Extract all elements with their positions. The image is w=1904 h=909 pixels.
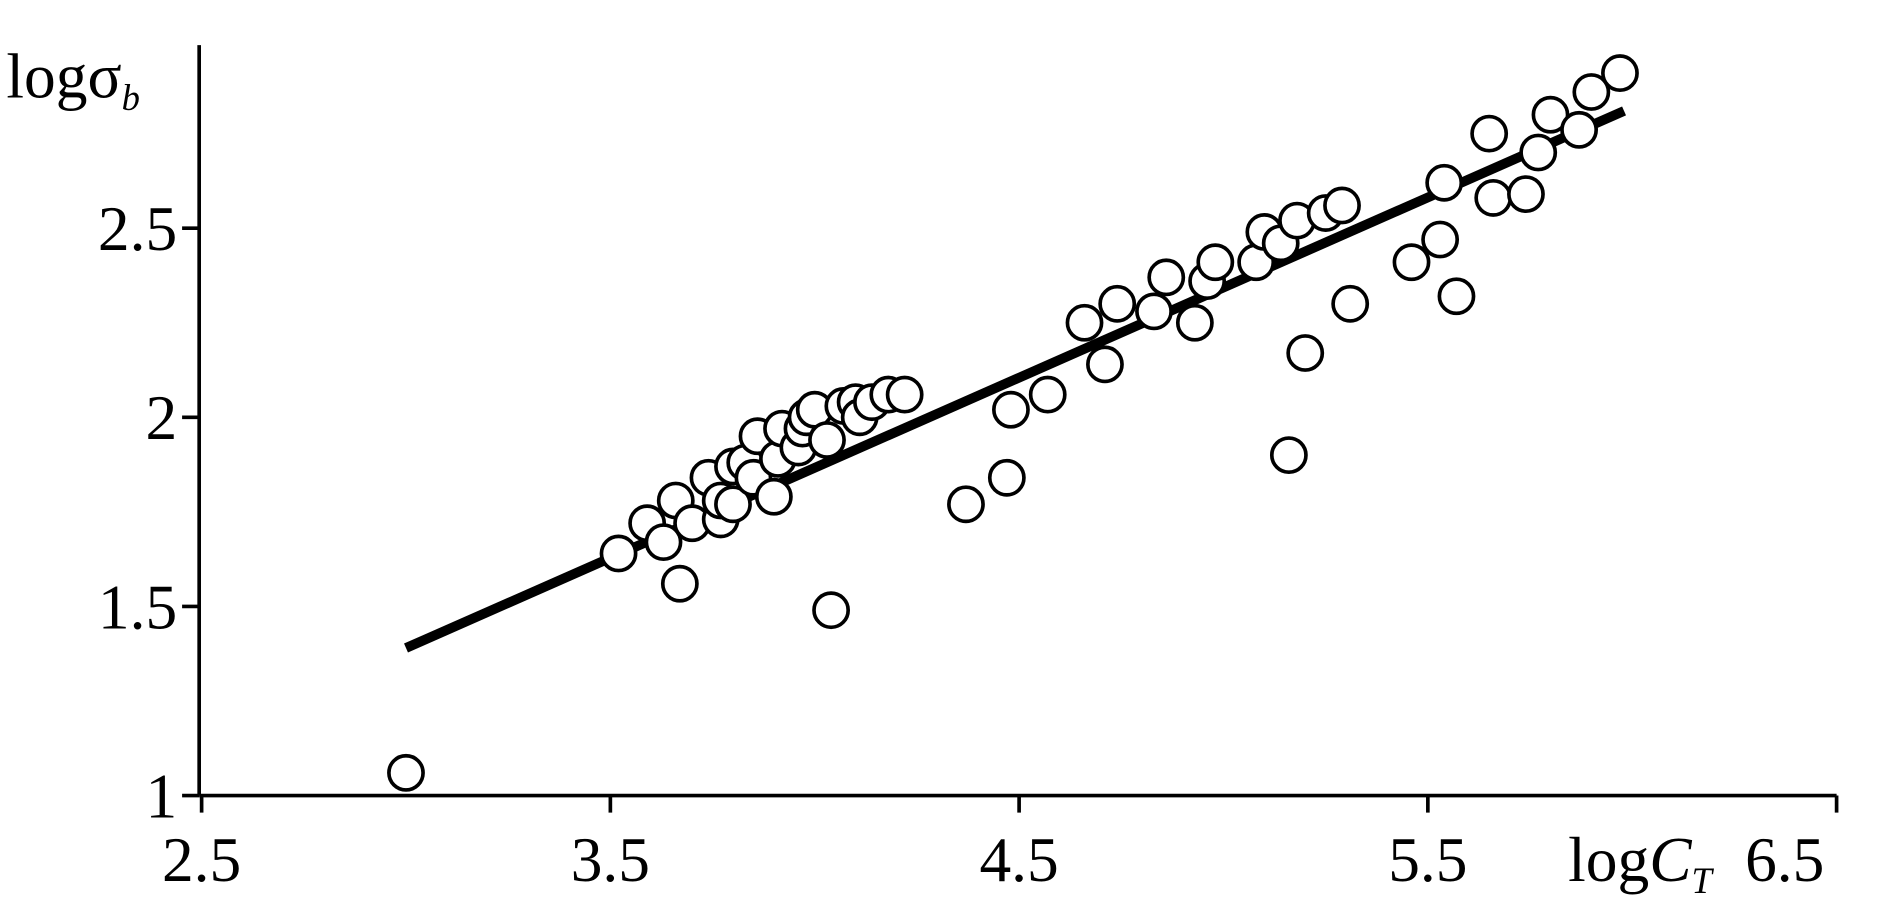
point <box>1065 303 1104 342</box>
y-axis-label: logσb <box>6 41 140 118</box>
point <box>644 523 683 562</box>
point <box>1196 243 1235 282</box>
point <box>885 375 924 414</box>
point <box>1470 114 1509 153</box>
point <box>992 390 1030 429</box>
x-label-base: log <box>1568 824 1649 895</box>
y-tick-label: 2.5 <box>98 193 177 264</box>
x-tick-label: 4.5 <box>979 824 1058 895</box>
point <box>1392 243 1431 282</box>
point <box>1531 95 1570 134</box>
point <box>1286 334 1325 372</box>
y-tick-label: 1 <box>145 760 177 831</box>
point <box>1028 375 1067 414</box>
point <box>754 477 793 516</box>
point <box>1086 345 1124 384</box>
point <box>1147 258 1186 297</box>
point <box>1323 186 1361 225</box>
point <box>1425 163 1464 202</box>
y-label-sub: b <box>122 77 140 118</box>
x-axis-label: logCT <box>1568 824 1714 901</box>
point <box>660 564 699 603</box>
point <box>1572 73 1611 111</box>
point <box>387 753 425 792</box>
y-tick-label: 1.5 <box>98 571 177 642</box>
x-tick-label: 2.5 <box>162 824 241 895</box>
x-label-sub: T <box>1692 860 1715 901</box>
point <box>1437 277 1476 316</box>
x-tick-label: 5.5 <box>1388 824 1467 895</box>
point <box>1135 292 1173 331</box>
x-tick-label: 3.5 <box>571 824 650 895</box>
point <box>1507 175 1545 214</box>
point <box>1421 220 1460 259</box>
point <box>1560 110 1599 149</box>
point <box>808 421 846 459</box>
point <box>1098 284 1137 323</box>
point <box>812 591 850 630</box>
point <box>987 458 1026 497</box>
point <box>1331 284 1370 323</box>
point <box>1175 303 1214 342</box>
point <box>1474 178 1513 217</box>
point <box>1519 133 1558 172</box>
point <box>599 534 638 573</box>
x-tick-label: 6.5 <box>1745 824 1824 895</box>
y-tick-label: 2 <box>145 382 177 453</box>
point <box>714 485 752 524</box>
point <box>1269 436 1308 475</box>
point <box>1601 54 1639 92</box>
point <box>947 485 985 524</box>
y-label-base: logσ <box>6 41 121 112</box>
x-label-var: C <box>1649 824 1692 895</box>
